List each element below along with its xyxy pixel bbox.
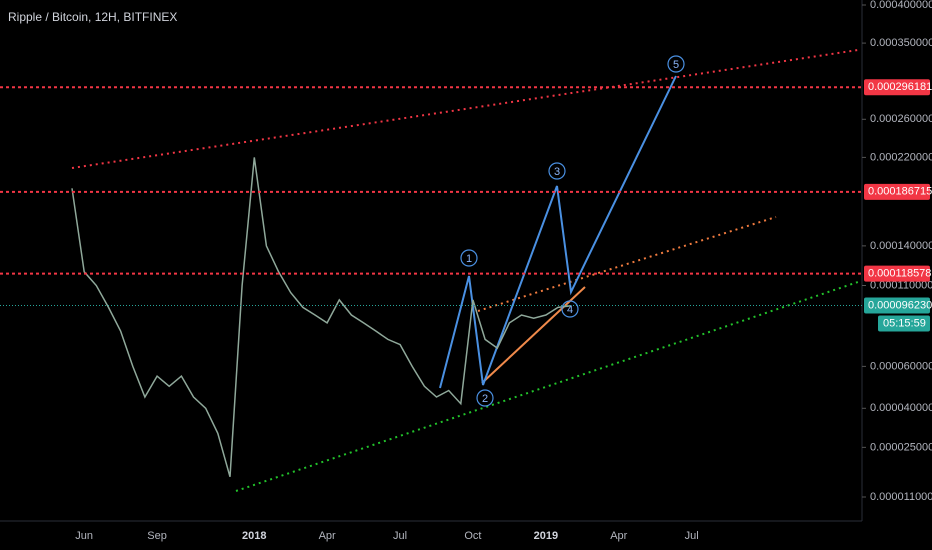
wave-marker (667, 55, 685, 73)
level-tag (864, 297, 930, 314)
x-tick-label: Apr (319, 530, 336, 542)
level-label: 0.000096230 (868, 299, 932, 311)
x-tick-label: 2019 (534, 530, 558, 542)
wave-label: 5 (673, 59, 679, 71)
wave-label: 2 (482, 393, 488, 405)
x-tick-label: Jul (685, 530, 699, 542)
x-tick-label: Sep (147, 530, 167, 542)
price-line (71, 157, 571, 478)
y-tick-label: 0.000220000 (870, 151, 932, 163)
level-label: 0.000118578 (868, 268, 931, 280)
x-tick-label: 2018 (242, 530, 266, 542)
wave-marker (476, 389, 494, 407)
x-tick-label: Jul (393, 530, 407, 542)
wave-marker (460, 249, 478, 267)
level-label: 0.000296181 (868, 81, 932, 93)
y-tick-label: 0.000400000 (870, 0, 932, 11)
mid-channel (477, 216, 777, 312)
chart-title: Ripple / Bitcoin, 12H, BITFINEX (8, 10, 177, 24)
y-tick-label: 0.000060000 (870, 360, 932, 372)
y-tick-label: 0.000140000 (870, 240, 932, 252)
x-tick-label: Jun (75, 530, 93, 542)
wave-path (439, 75, 677, 389)
y-tick-label: 0.000260000 (870, 113, 932, 125)
wave-label: 1 (466, 253, 472, 265)
trend-line (481, 286, 586, 384)
level-tag (864, 79, 930, 96)
lower-channel (235, 281, 859, 492)
x-tick-label: Oct (464, 530, 481, 542)
x-tick-label: Apr (610, 530, 627, 542)
countdown-label: 05:15:59 (883, 317, 926, 329)
wave-marker (561, 300, 579, 318)
y-tick-label: 0.000040000 (870, 402, 932, 414)
wave-label: 4 (567, 304, 573, 316)
wave-marker (548, 162, 566, 180)
level-label: 0.000186715 (868, 186, 932, 198)
countdown-tag (878, 315, 930, 332)
level-tag (864, 183, 930, 200)
wave-label: 3 (554, 166, 560, 178)
y-tick-label: 0.000011000 (870, 491, 932, 503)
y-tick-label: 0.000350000 (870, 37, 932, 49)
y-tick-label: 0.000110000 (870, 279, 932, 291)
upper-channel (71, 49, 859, 169)
y-tick-label: 0.000025000 (870, 441, 932, 453)
level-tag (864, 265, 930, 282)
